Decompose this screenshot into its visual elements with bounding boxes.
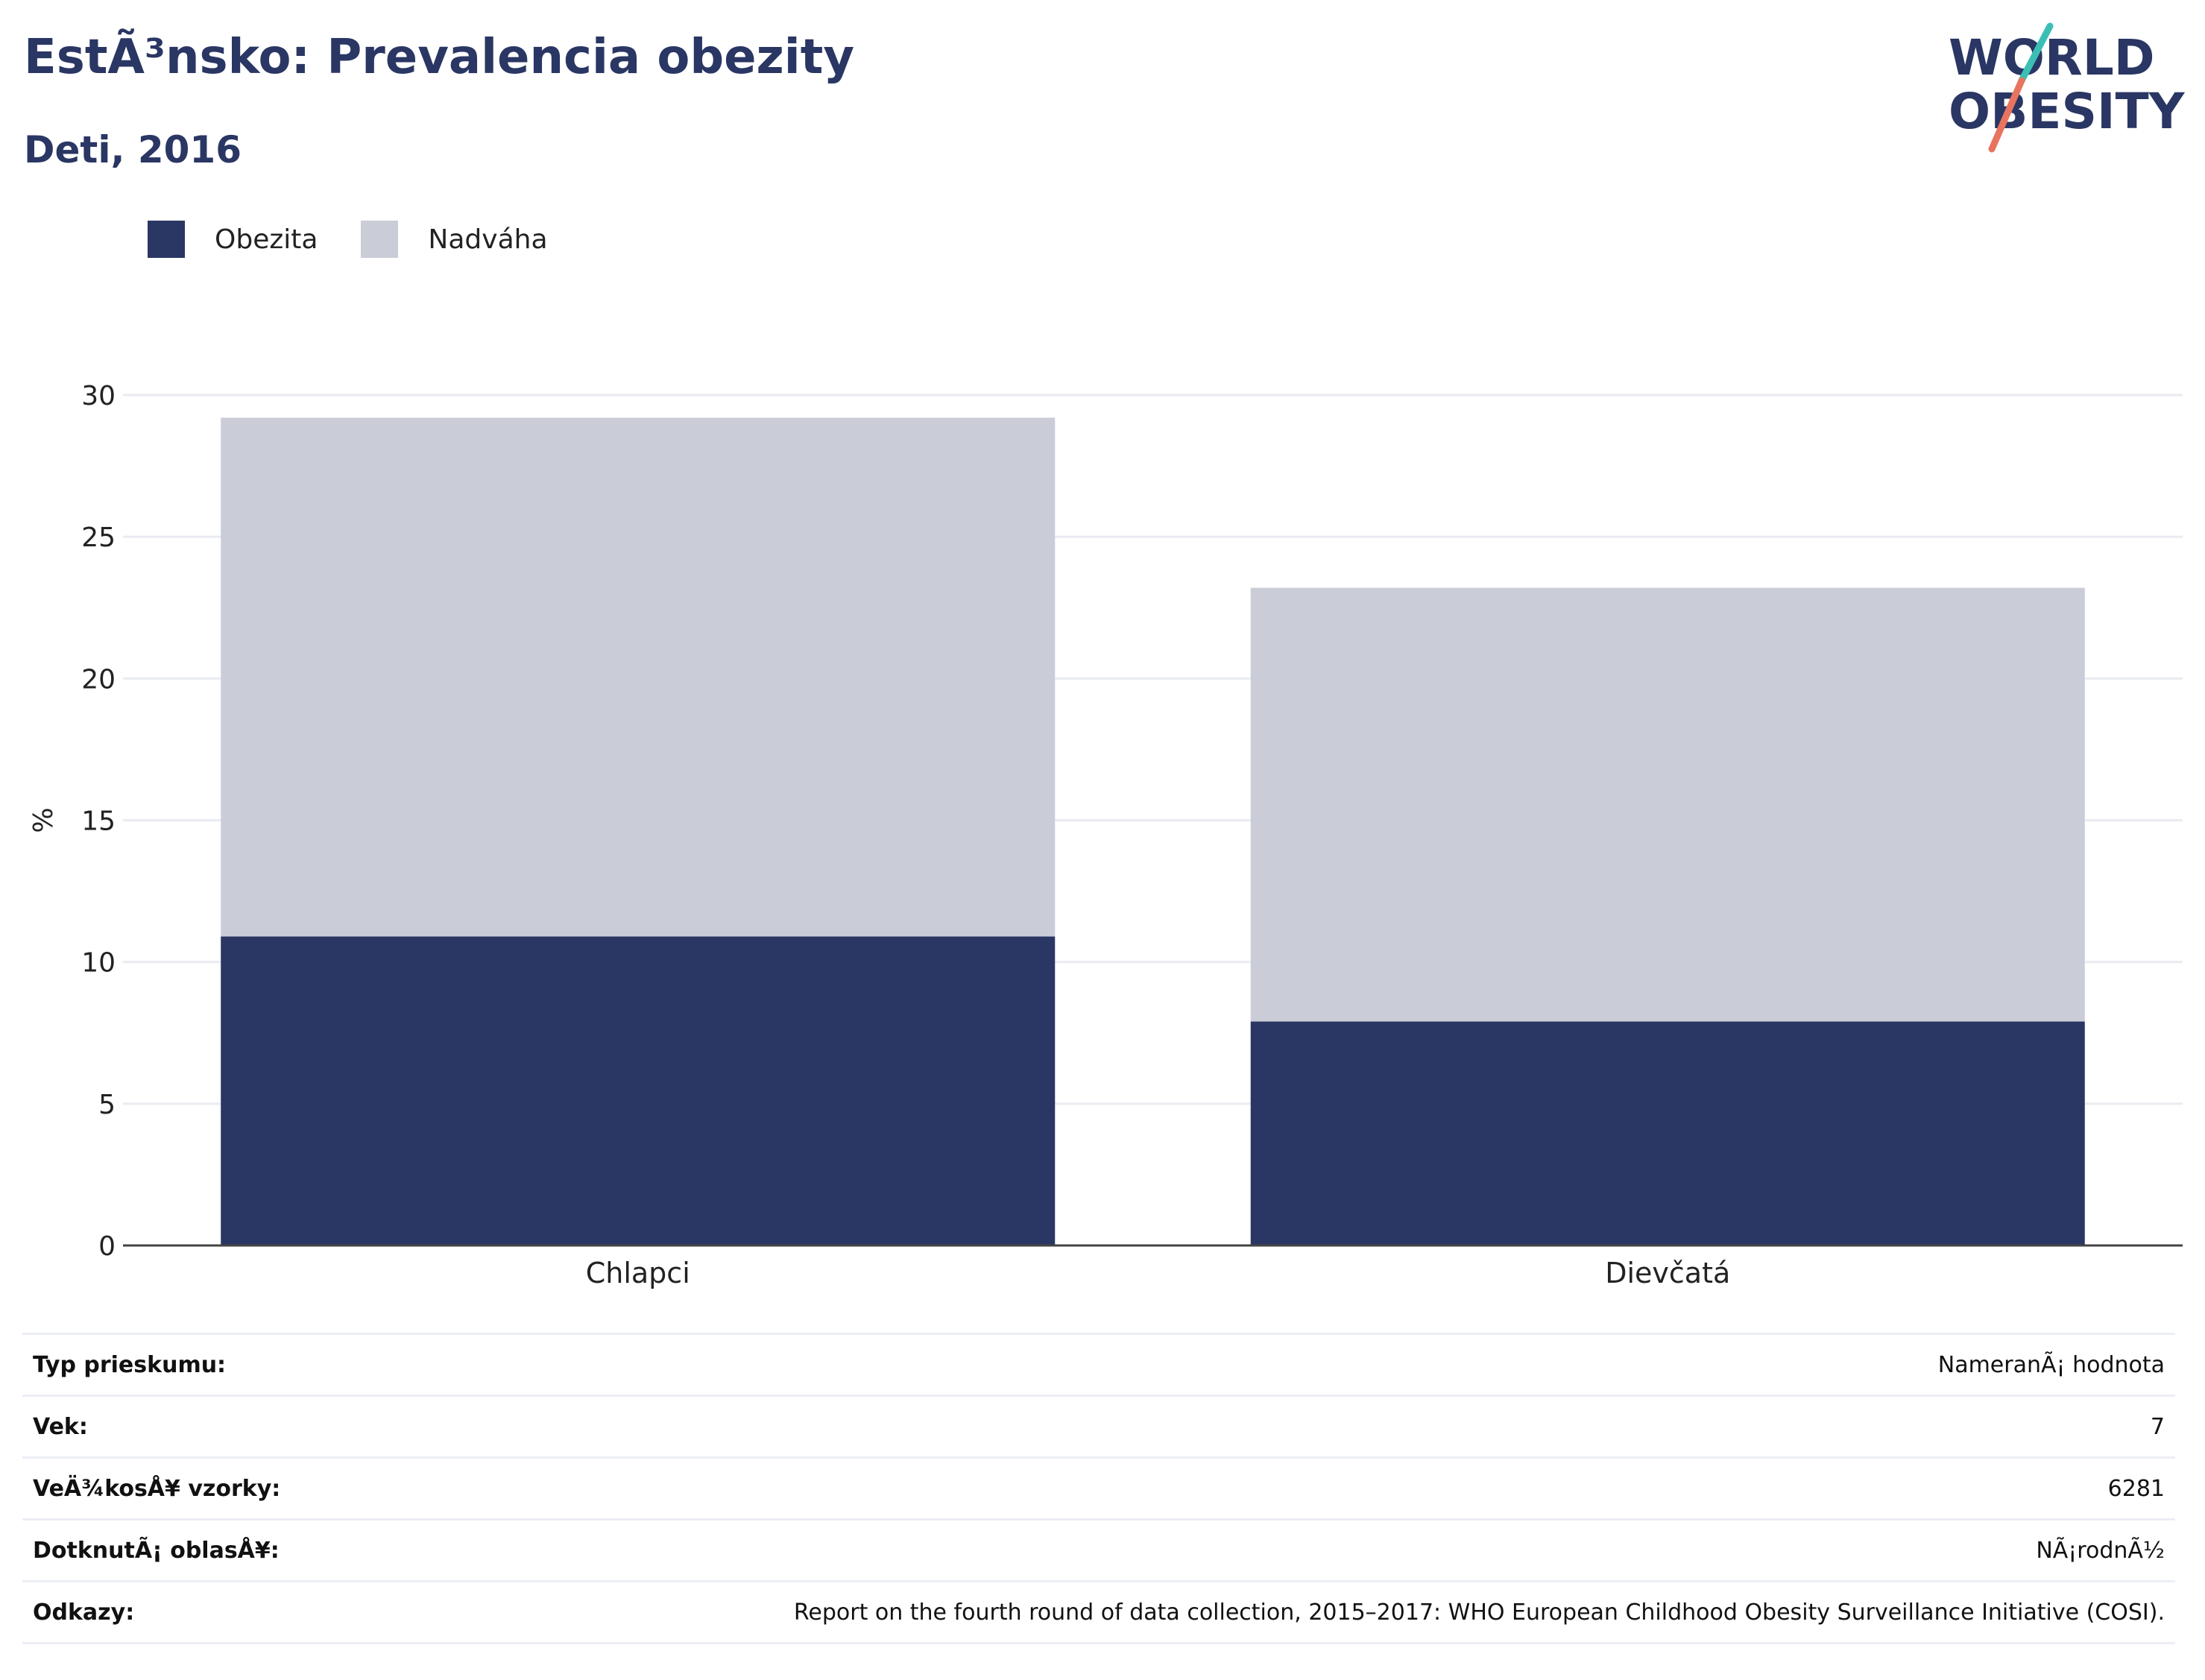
chart-subtitle: Deti, 2016 xyxy=(24,128,242,171)
world-obesity-logo: WORLD OBESITY xyxy=(1949,22,2186,153)
bar-nadv-ha xyxy=(221,417,1056,937)
info-value: NameranÃ¡ hodnota xyxy=(1937,1351,2165,1378)
y-tick-label: 20 xyxy=(81,664,116,695)
table-row: Odkazy: Report on the fourth round of da… xyxy=(22,1581,2175,1643)
y-tick-label: 30 xyxy=(81,381,116,411)
x-category-label: Dievčatá xyxy=(1605,1257,1730,1289)
legend-item-nadvaha: Nadváha xyxy=(361,221,548,258)
legend-label-obezita: Obezita xyxy=(215,224,318,255)
info-key: Odkazy: xyxy=(33,1599,135,1626)
info-value: 7 xyxy=(2150,1413,2165,1440)
info-value: NÃ¡rodnÃ½ xyxy=(2036,1537,2165,1564)
logo-slash-coral xyxy=(1988,77,2025,153)
bar-obezita xyxy=(221,936,1056,1245)
legend-item-obezita: Obezita xyxy=(148,221,318,258)
logo-text-world: WORLD xyxy=(1949,29,2155,86)
info-key: Typ prieskumu: xyxy=(33,1351,227,1378)
y-tick-label: 0 xyxy=(98,1231,116,1262)
table-row: VeÄ¾kosÅ¥ vzorky: 6281 xyxy=(22,1457,2175,1520)
info-key: DotknutÃ¡ oblasÅ¥: xyxy=(33,1537,280,1564)
table-row: Typ prieskumu: NameranÃ¡ hodnota xyxy=(22,1333,2175,1396)
chart-title: EstÃ³nsko: Prevalencia obezity xyxy=(24,30,855,85)
chart-legend: Obezita Nadváha xyxy=(148,221,591,258)
logo-text-obesity: OBESITY xyxy=(1949,83,2186,140)
table-row: Vek: 7 xyxy=(22,1395,2175,1458)
bar-obezita xyxy=(1250,1021,2085,1245)
x-category-label: Chlapci xyxy=(586,1257,690,1289)
info-value: Report on the fourth round of data colle… xyxy=(793,1599,2165,1626)
legend-swatch-obezita xyxy=(148,221,185,258)
table-row: DotknutÃ¡ oblasÅ¥: NÃ¡rodnÃ½ xyxy=(22,1519,2175,1582)
survey-info-table: Typ prieskumu: NameranÃ¡ hodnota Vek: 7 … xyxy=(22,1333,2175,1644)
y-tick-label: 5 xyxy=(98,1090,116,1120)
y-tick-label: 25 xyxy=(81,522,116,553)
bar-nadv-ha xyxy=(1250,587,2085,1022)
legend-label-nadvaha: Nadváha xyxy=(428,224,548,255)
y-tick-label: 15 xyxy=(81,806,116,837)
info-key: Vek: xyxy=(33,1413,88,1440)
info-key: VeÄ¾kosÅ¥ vzorky: xyxy=(33,1475,281,1502)
bar-chart: 0 5 10 15 20 25 30% Chlapci Dievčatá xyxy=(28,381,2183,1289)
y-tick-label: 10 xyxy=(81,948,116,979)
logo-slash-teal xyxy=(2018,22,2054,84)
info-value: 6281 xyxy=(2107,1475,2165,1502)
legend-swatch-nadvaha xyxy=(361,221,399,258)
y-axis-label: % xyxy=(28,807,59,833)
